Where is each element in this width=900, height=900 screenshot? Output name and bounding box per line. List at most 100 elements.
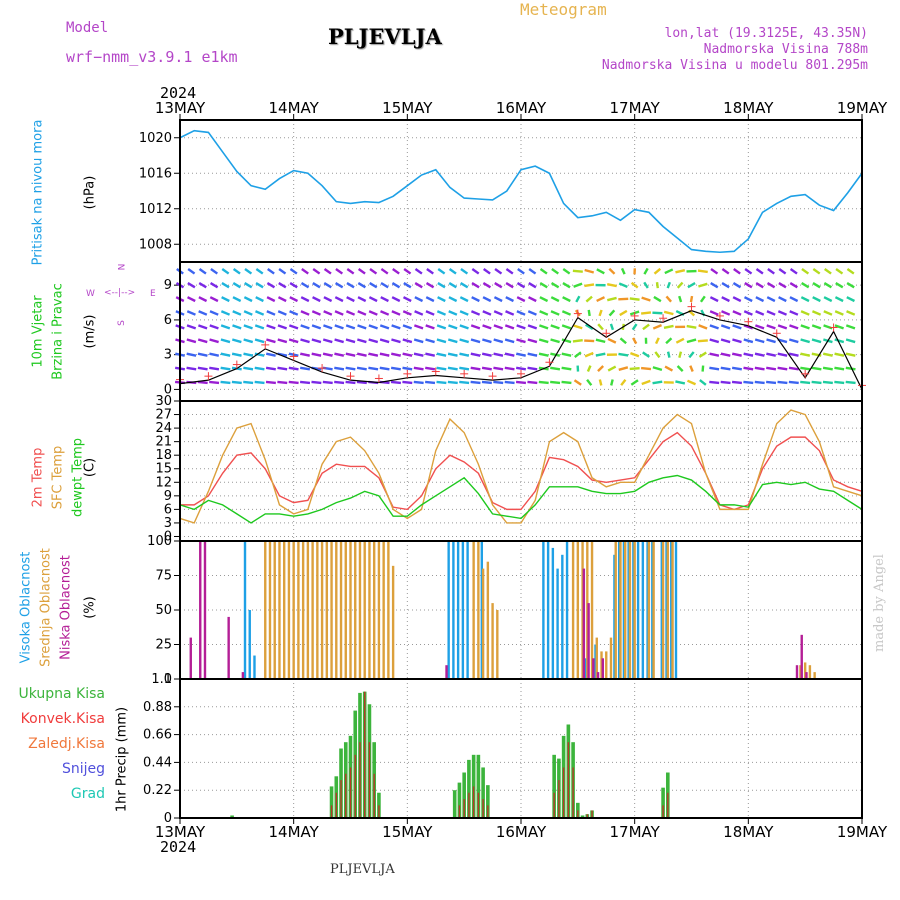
wind-barb <box>209 310 219 316</box>
wind-barb <box>812 267 821 275</box>
wind-barb <box>630 281 639 289</box>
model-altitude-label: Nadmorska Visina u modelu 801.295m <box>601 58 868 73</box>
wind-barb <box>845 366 856 371</box>
wind-barb <box>800 338 811 344</box>
precip-total-bar <box>457 782 462 818</box>
wind-barb <box>221 267 230 275</box>
wind-barb <box>697 269 708 274</box>
bottom-day-label: 13MAY <box>155 823 206 841</box>
wind-barb <box>618 352 629 357</box>
wind-barb <box>278 282 287 289</box>
mid-cloud-bar <box>306 541 310 679</box>
mid-cloud-bar <box>301 541 305 679</box>
wind-barb <box>265 352 276 357</box>
wind-barb <box>610 379 614 386</box>
wind-barb <box>699 379 707 386</box>
wind-barb <box>846 282 855 289</box>
wind-barb <box>538 352 549 357</box>
high-cloud-bar <box>243 541 247 679</box>
wind-barb <box>744 282 753 289</box>
wind-barb <box>243 380 254 385</box>
wind-barb <box>561 310 572 316</box>
wind-barb <box>561 338 572 344</box>
wind-barb <box>437 267 446 275</box>
temp-tick-label: 15 <box>155 462 172 477</box>
wind-barb <box>709 380 720 385</box>
high-cloud-bar <box>636 541 640 679</box>
wind-barb <box>767 267 775 275</box>
wind-barb <box>494 267 503 275</box>
wind-barb <box>334 296 344 303</box>
wind-barb <box>448 267 457 275</box>
wind-barb <box>743 380 754 385</box>
wind-barb <box>198 310 208 316</box>
precip-convective-bar <box>591 810 593 818</box>
pressure-tick-label: 1020 <box>139 131 172 146</box>
wind-barb <box>209 380 220 385</box>
wind-barb <box>595 352 606 357</box>
temp-tick-label: 18 <box>155 448 172 463</box>
wind-barb <box>835 267 844 275</box>
wind-barb <box>710 267 719 275</box>
wind-barb <box>619 309 628 317</box>
wind-barb <box>470 324 481 330</box>
wind-barb <box>368 310 378 316</box>
mid-cloud-bar <box>264 541 267 679</box>
model-label: Model <box>66 20 109 36</box>
wind-barb <box>527 380 538 385</box>
temp-dewpt-line <box>179 474 863 524</box>
wind-barb <box>743 324 754 330</box>
wind-barb <box>414 267 423 275</box>
wind-barb <box>470 338 481 344</box>
wind-barb <box>654 337 660 345</box>
wind-barb <box>640 311 652 315</box>
wind-barb <box>448 310 458 316</box>
mid-cloud-bar <box>377 541 381 679</box>
mid-cloud-bar <box>661 541 665 679</box>
mid-cloud-bar <box>472 541 475 679</box>
wind-barb <box>493 352 504 357</box>
wind-barb <box>733 267 741 275</box>
wind-barb <box>754 352 765 357</box>
wind-barb <box>482 282 492 289</box>
mid-cloud-bar <box>581 541 584 679</box>
wind-barb <box>244 282 253 289</box>
wind-barb <box>743 366 754 371</box>
precip-convective-bar <box>340 780 342 818</box>
wind-barb <box>186 352 197 357</box>
wind-barb <box>334 366 345 371</box>
precip-total-bar <box>486 785 490 818</box>
wind-barb <box>709 310 719 316</box>
mid-cloud-bar <box>325 541 329 679</box>
precip-total-bar <box>471 754 476 818</box>
wind-barb <box>527 338 538 344</box>
wind-barb <box>402 352 413 357</box>
wind-barb <box>493 366 504 371</box>
wind-barb <box>586 379 593 386</box>
wind-barb <box>436 380 447 385</box>
wind-barb <box>278 267 287 275</box>
wind-barb <box>266 296 276 303</box>
wind-barb <box>448 282 457 289</box>
wind-barb <box>209 324 219 330</box>
wind-barb <box>265 380 276 385</box>
wind-barb <box>267 267 275 275</box>
wind-barb <box>744 267 753 275</box>
wind-barb <box>231 352 242 357</box>
wind-barb <box>255 267 264 275</box>
precip-convective-bar <box>662 805 664 818</box>
wind-barb <box>631 323 638 331</box>
bottom-day-label: 19MAY <box>837 823 888 841</box>
wind-barb <box>459 380 470 385</box>
wind-barb <box>812 296 821 303</box>
wind-barb <box>494 282 503 289</box>
wind-barb <box>312 267 321 275</box>
wind-barb <box>197 352 208 357</box>
wind-barb <box>231 338 242 344</box>
high-cloud-bar <box>613 554 616 679</box>
wind-barb <box>516 282 526 289</box>
wind-barb <box>823 296 833 303</box>
wind-barb <box>607 337 617 344</box>
wind-barb <box>210 267 219 275</box>
wind-barb <box>379 366 390 371</box>
